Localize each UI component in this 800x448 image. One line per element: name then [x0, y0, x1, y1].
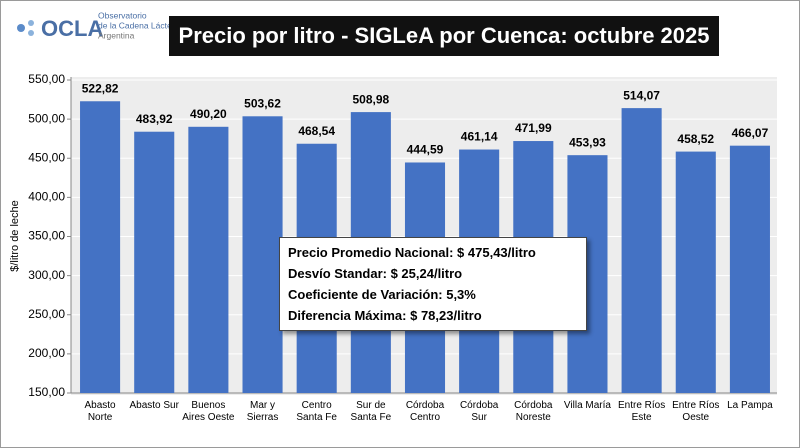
x-tick-label: Buenos Aires Oeste [182, 400, 235, 423]
y-tick-label: 400,00 [28, 190, 65, 204]
x-tick-label: Entre Ríos Oeste [672, 400, 720, 423]
bar [621, 108, 662, 393]
value-label: 444,59 [407, 143, 444, 157]
annotation-line: Diferencia Máxima: $ 78,23/litro [288, 308, 482, 323]
y-axis-label: $/litro de leche [9, 200, 21, 272]
x-tick-label: Sur de Santa Fe [350, 400, 392, 423]
bar [134, 131, 175, 394]
value-label: 453,93 [569, 135, 606, 149]
x-tick-label: La Pampa [727, 400, 773, 411]
annotation-line: Desvío Standar: $ 25,24/litro [288, 266, 463, 281]
x-tick-label: Abasto Sur [129, 400, 179, 411]
y-tick-label: 150,00 [28, 385, 65, 399]
bar [188, 126, 229, 393]
bar [80, 101, 121, 394]
chart-title: Precio por litro - SIGLeA por Cuenca: oc… [169, 16, 719, 56]
logo-line: de la Cadena Láctea [98, 20, 177, 30]
logo-dot [17, 24, 25, 32]
x-tick-label: Córdoba Centro [405, 400, 445, 423]
x-tick-label: Mar y Sierras [246, 400, 279, 423]
bar [675, 151, 716, 393]
y-tick-label: 200,00 [28, 346, 65, 360]
y-tick-label: 450,00 [28, 150, 65, 164]
x-tick-label: Entre Ríos Este [617, 400, 666, 423]
y-tick-label: 500,00 [28, 111, 65, 125]
value-label: 503,62 [244, 96, 281, 110]
value-label: 461,14 [461, 130, 498, 144]
y-tick-label: 550,00 [28, 72, 65, 86]
value-label: 458,52 [677, 132, 714, 146]
value-label: 514,07 [623, 88, 660, 102]
value-label: 508,98 [352, 92, 389, 106]
logo-dot [28, 20, 34, 26]
y-tick-label: 250,00 [28, 307, 65, 321]
x-tick-label: Córdoba Noreste [514, 400, 553, 423]
value-label: 483,92 [136, 112, 173, 126]
x-tick-label: Villa María [563, 400, 611, 411]
value-label: 466,07 [732, 126, 769, 140]
x-tick-label: Centro Santa Fe [296, 400, 337, 423]
logo: OCLA Observatorio de la Cadena Láctea Ar… [17, 10, 177, 41]
logo-name: OCLA [41, 16, 103, 41]
x-tick-label: Abasto Norte [84, 400, 116, 423]
y-tick-label: 350,00 [28, 229, 65, 243]
annotation-line: Coeficiente de Variación: 5,3% [288, 287, 476, 302]
logo-line: Observatorio [98, 10, 147, 20]
value-label: 522,82 [82, 81, 119, 95]
logo-dot [28, 30, 34, 36]
bar [242, 116, 283, 393]
x-tick-label: Córdoba Sur [459, 400, 499, 423]
logo-line: Argentina [98, 30, 135, 40]
bar [729, 145, 770, 393]
value-label: 468,54 [298, 124, 335, 138]
annotation-line: Precio Promedio Nacional: $ 475,43/litro [288, 245, 536, 260]
value-label: 490,20 [190, 107, 227, 121]
value-label: 471,99 [515, 121, 552, 135]
annotation-box: Precio Promedio Nacional: $ 475,43/litro… [279, 237, 587, 331]
y-tick-label: 300,00 [28, 268, 65, 282]
